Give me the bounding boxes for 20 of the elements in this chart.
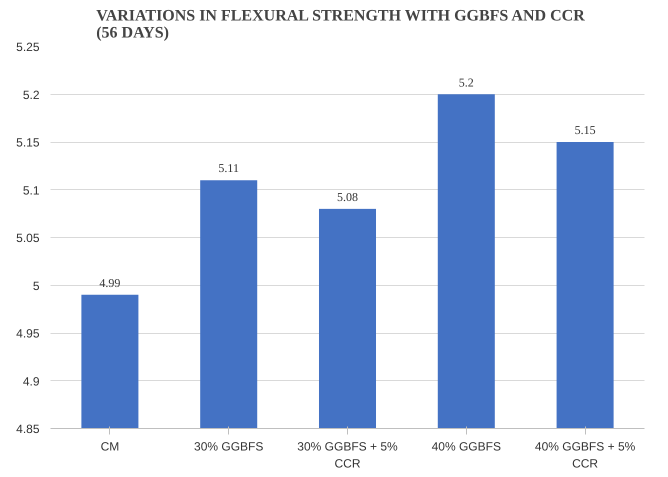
x-tick-label: CM (100, 440, 120, 454)
y-tick-label: 5 (32, 278, 40, 293)
y-tick-label: 4.95 (16, 326, 40, 340)
y-tick-label: 5.15 (16, 136, 40, 150)
x-tick-label: 30% GGBFS (194, 440, 264, 454)
y-tick-label: 5.1 (22, 183, 40, 198)
x-tick-label: 30% GGBFS + 5% CCR (297, 440, 398, 470)
y-tick-label: 4.9 (22, 374, 40, 388)
data-label: 5.15 (574, 123, 596, 137)
x-tick-label: 40% GGBFS (432, 440, 501, 454)
chart-title: VARIATIONS IN FLEXURAL STRENGTH WITH GGBFS AND CCR (56 DAYS) (96, 8, 586, 42)
y-tick-label: 5.05 (16, 231, 40, 245)
data-label: 4.99 (99, 276, 120, 290)
y-tick-label: 5.2 (22, 88, 40, 102)
x-tick-label: 40% GGBFS + 5% CCR (534, 440, 636, 470)
y-tick-label: 5.25 (16, 40, 40, 54)
data-label: 5.2 (458, 75, 474, 90)
data-label: 5.08 (337, 190, 358, 204)
data-label: 5.11 (218, 161, 239, 176)
y-tick-label: 4.85 (16, 422, 40, 436)
